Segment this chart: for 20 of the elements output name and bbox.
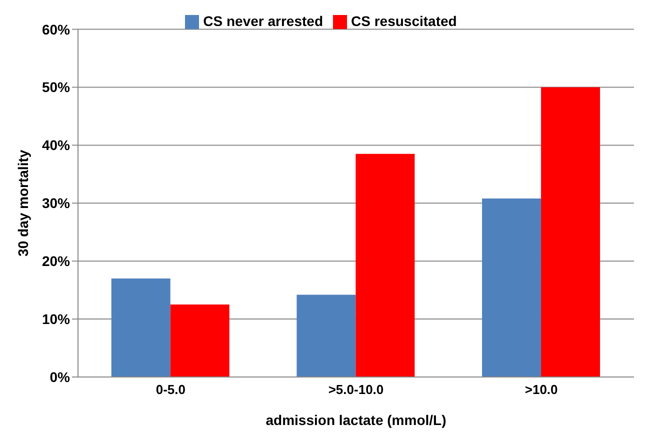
- x-tick-label: >5.0-10.0: [328, 382, 384, 398]
- y-axis-title: 30 day mortality: [14, 150, 31, 256]
- legend-label: CS never arrested: [203, 13, 323, 29]
- y-tick-label: 10%: [42, 311, 71, 328]
- legend-label: CS resuscitated: [351, 13, 457, 29]
- bar: [170, 304, 230, 377]
- y-tick-label: 60%: [42, 21, 71, 38]
- x-tick-label: >10.0: [524, 382, 558, 398]
- bar: [356, 154, 415, 377]
- bar: [482, 198, 542, 377]
- x-axis-title: admission lactate (mmol/L): [266, 412, 446, 428]
- bar: [541, 87, 600, 377]
- y-tick-label: 0%: [50, 368, 71, 385]
- x-tick-label: 0-5.0: [156, 382, 186, 398]
- y-tick-label: 20%: [42, 253, 71, 270]
- bar: [296, 294, 356, 377]
- y-tick-label: 50%: [42, 79, 71, 96]
- bar: [111, 278, 170, 377]
- y-tick-label: 40%: [42, 137, 71, 154]
- y-tick-label: 30%: [42, 195, 71, 212]
